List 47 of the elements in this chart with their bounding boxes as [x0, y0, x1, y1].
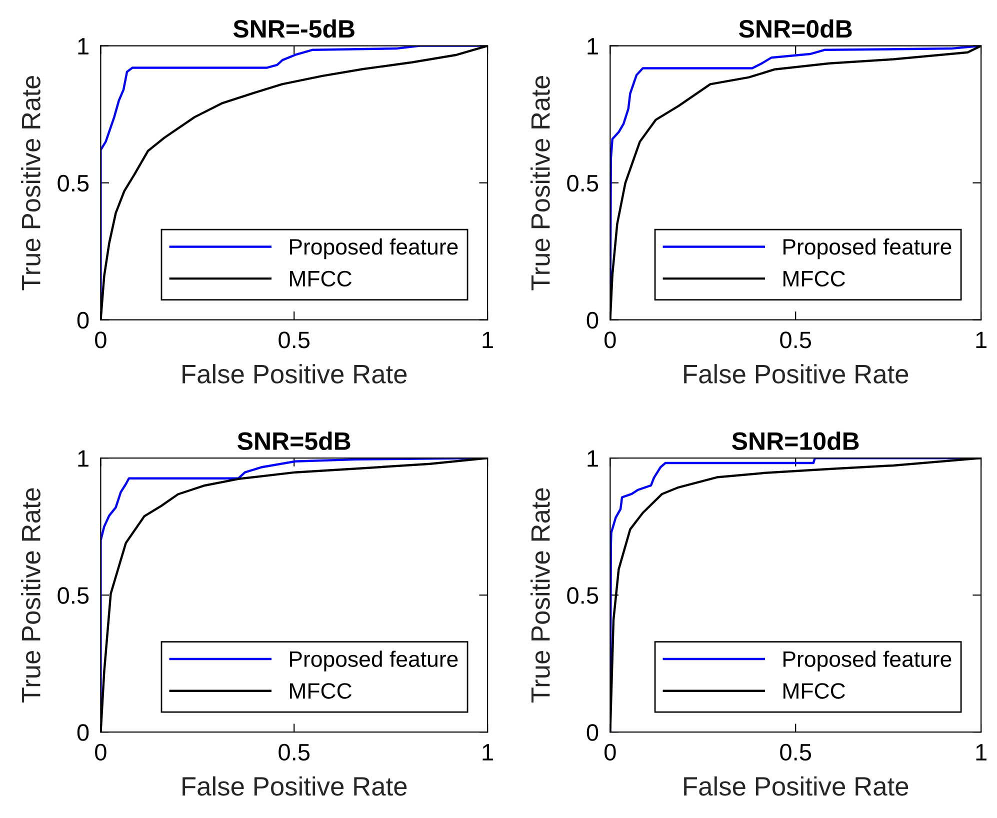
x-tick-label: 1	[976, 744, 986, 760]
y-tick-label: 0	[77, 724, 89, 741]
y-axis-title: True Positive Rate	[21, 76, 40, 290]
x-tick-label: 0.5	[780, 332, 812, 348]
legend-label: Proposed feature	[784, 238, 952, 260]
y-tick-label: 1	[588, 38, 598, 54]
x-tick-label: 1	[482, 744, 493, 760]
legend-label: Proposed feature	[290, 650, 458, 672]
legend-label: Proposed feature	[784, 650, 952, 672]
chart-title: SNR=0dB	[739, 19, 852, 38]
x-tick-label: 0	[95, 744, 106, 761]
line-series	[610, 46, 982, 320]
y-axis-title: True Positive Rate	[21, 488, 40, 703]
x-tick-label: 0	[604, 332, 616, 348]
y-tick-label: 0	[586, 724, 598, 741]
y-tick-label: 0.5	[567, 174, 598, 192]
line-series	[610, 458, 982, 732]
x-tick-label: 0.5	[278, 332, 310, 348]
y-tick-label: 0.5	[567, 587, 598, 604]
legend-label: Proposed feature	[290, 238, 458, 260]
y-tick-label: 0	[77, 312, 89, 329]
legend-label: MFCC	[784, 270, 846, 287]
y-tick-label: 0.5	[58, 587, 89, 604]
x-axis-title: False Positive Rate	[182, 776, 407, 796]
x-tick-label: 1	[482, 332, 493, 348]
x-tick-label: 0	[604, 744, 616, 761]
x-axis-title: False Positive Rate	[684, 776, 908, 796]
chart-title: SNR=-5dB	[233, 19, 354, 38]
y-axis-title: True Positive Rate	[530, 488, 550, 703]
chart-title: SNR=5dB	[238, 432, 350, 450]
y-tick-label: 0.5	[58, 174, 89, 192]
y-axis-title: True Positive Rate	[530, 76, 550, 290]
y-tick-label: 0	[586, 312, 598, 329]
x-axis-title: False Positive Rate	[182, 364, 407, 384]
legend-label: MFCC	[290, 270, 352, 287]
x-tick-label: 0.5	[780, 744, 812, 761]
legend-label: MFCC	[784, 683, 846, 699]
y-tick-label: 1	[78, 38, 88, 54]
x-tick-label: 1	[976, 332, 986, 348]
y-tick-label: 1	[588, 450, 598, 467]
x-tick-label: 0	[95, 332, 106, 348]
x-tick-label: 0.5	[278, 744, 310, 761]
chart-title: SNR=10dB	[732, 432, 859, 450]
x-axis-title: False Positive Rate	[684, 364, 908, 384]
line-series	[100, 458, 488, 732]
y-tick-label: 1	[78, 450, 88, 467]
legend-label: MFCC	[290, 683, 352, 699]
